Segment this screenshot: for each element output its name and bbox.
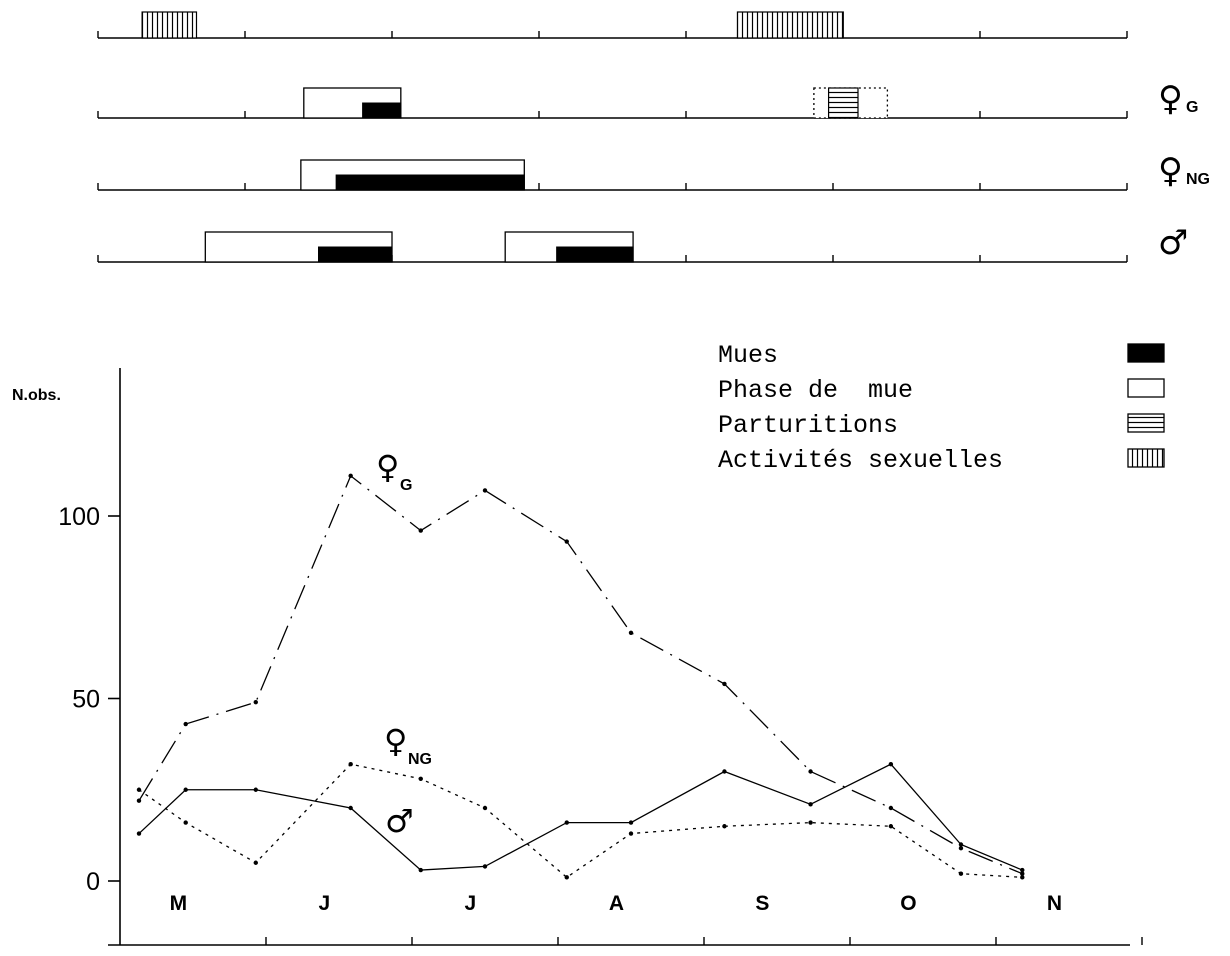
data-point xyxy=(888,762,894,767)
data-point xyxy=(482,488,488,493)
data-point xyxy=(253,787,258,792)
bar-activite-sexuelle xyxy=(141,11,198,39)
data-point xyxy=(888,824,894,829)
timeline-row-2: ♀ NG xyxy=(97,151,1210,191)
data-point xyxy=(418,867,423,873)
data-point xyxy=(1020,875,1025,880)
x-category-label: O xyxy=(900,892,916,915)
data-point xyxy=(628,820,634,825)
row-subscript: G xyxy=(1186,99,1198,116)
y-axis-label: N.obs. xyxy=(12,387,61,404)
data-point xyxy=(722,769,727,774)
data-point xyxy=(722,824,727,829)
data-point xyxy=(183,820,188,825)
data-point xyxy=(958,845,964,851)
x-category-label: J xyxy=(319,892,331,915)
data-point xyxy=(722,681,727,687)
series-label-symbol: ♀ xyxy=(384,722,407,760)
row-subscript: NG xyxy=(1186,171,1210,188)
legend-label: Mues xyxy=(718,341,778,370)
data-point xyxy=(808,802,813,807)
legend-label: Activités sexuelles xyxy=(718,446,1003,475)
data-point xyxy=(808,769,813,774)
y-tick-label: 100 xyxy=(58,503,100,531)
data-point xyxy=(1020,867,1025,873)
row-sex-symbol: ♀ xyxy=(1158,79,1183,119)
data-point xyxy=(888,805,894,811)
series-1: ♀ NG xyxy=(136,722,1025,880)
data-point xyxy=(348,473,353,479)
series-line xyxy=(138,474,1023,875)
bar-parturition xyxy=(827,87,859,119)
legend-label: Parturitions xyxy=(718,411,898,440)
series-line xyxy=(138,763,1023,871)
data-point xyxy=(564,875,569,880)
series-label-symbol: ♀ xyxy=(376,448,399,486)
data-point xyxy=(958,842,964,847)
x-category-label: M xyxy=(170,892,188,915)
legend-swatch-open xyxy=(1127,378,1165,398)
data-point xyxy=(564,539,569,544)
timeline-panel: ♀ G♀ NG♂ xyxy=(97,11,1210,263)
legend-swatch-vertical-hatch xyxy=(1127,448,1165,468)
x-category-label: S xyxy=(755,892,769,915)
bar-mue xyxy=(335,174,525,191)
data-point xyxy=(628,630,634,635)
timeline-row-3: ♂ xyxy=(97,223,1188,263)
row-sex-symbol: ♂ xyxy=(1158,223,1188,263)
data-point xyxy=(482,805,488,811)
timeline-row-0 xyxy=(97,11,1128,39)
x-category-label: J xyxy=(465,892,477,915)
data-point xyxy=(418,528,423,533)
legend-label: Phase de mue xyxy=(718,376,913,405)
data-point xyxy=(418,776,423,781)
series-2: ♂ xyxy=(136,762,1025,873)
data-point xyxy=(348,762,353,767)
bar-mue xyxy=(362,102,402,119)
series-label-symbol: ♂ xyxy=(385,802,414,840)
data-point xyxy=(136,798,142,803)
data-point xyxy=(482,864,488,869)
data-point xyxy=(348,805,353,811)
series-0: ♀ G xyxy=(136,448,1025,876)
data-point xyxy=(183,721,188,727)
data-point xyxy=(136,787,142,792)
y-tick-label: 0 xyxy=(86,868,100,896)
legend: Mues Phase de mue Parturitions Activités se… xyxy=(718,341,1165,475)
data-point xyxy=(183,787,188,792)
data-point xyxy=(564,820,569,825)
legend-swatch-solid xyxy=(1127,343,1165,363)
data-point xyxy=(628,831,634,836)
y-tick-label: 50 xyxy=(72,686,100,714)
data-point xyxy=(958,871,964,876)
x-category-label: N xyxy=(1047,892,1062,915)
series-line xyxy=(138,763,1023,879)
x-category-label: A xyxy=(609,892,624,915)
data-point xyxy=(1020,871,1025,876)
bar-activite-sexuelle xyxy=(736,11,844,39)
data-point xyxy=(808,820,813,825)
bar-mue xyxy=(556,246,634,263)
data-point xyxy=(253,860,258,865)
bar-mue xyxy=(318,246,393,263)
timeline-row-1: ♀ G xyxy=(97,79,1198,119)
row-sex-symbol: ♀ xyxy=(1158,151,1183,191)
series-label-subscript: G xyxy=(400,477,412,494)
series-label-subscript: NG xyxy=(408,751,432,768)
data-point xyxy=(253,699,258,705)
data-point xyxy=(136,831,142,836)
legend-swatch-horizontal-hatch xyxy=(1127,413,1165,433)
